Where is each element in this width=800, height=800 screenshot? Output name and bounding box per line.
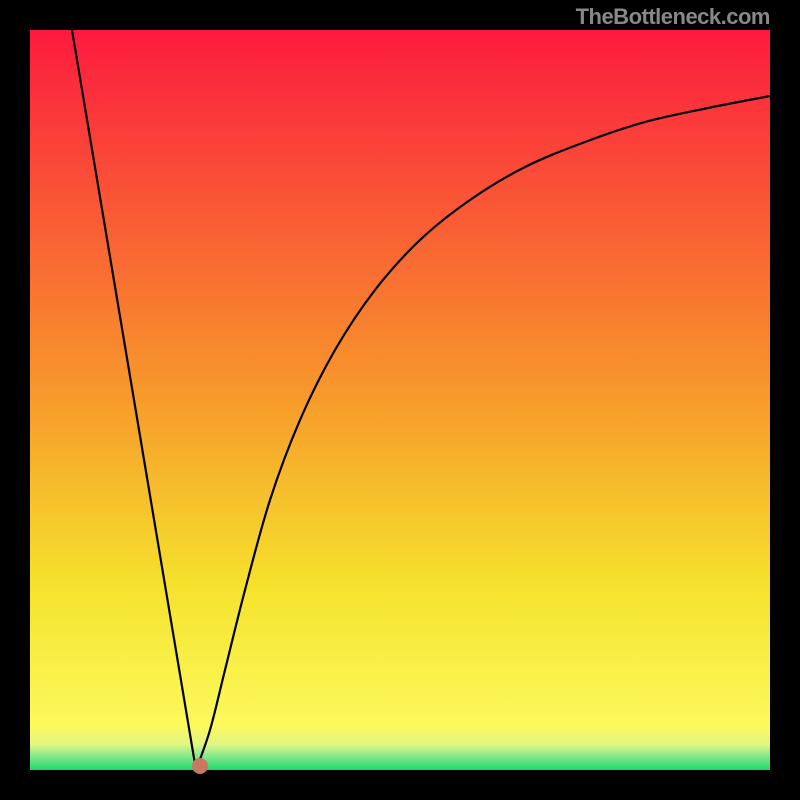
watermark-text: TheBottleneck.com <box>576 4 770 30</box>
bottleneck-marker-dot <box>192 758 208 774</box>
chart-container: TheBottleneck.com <box>0 0 800 800</box>
plot-area <box>30 30 770 770</box>
